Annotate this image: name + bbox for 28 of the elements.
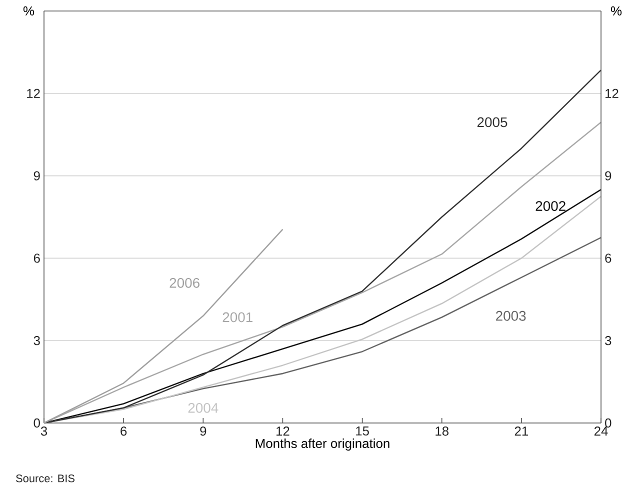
x-tick-label: 12 bbox=[276, 426, 290, 436]
y2-tick-label: 12 bbox=[606, 88, 618, 98]
y-tick-label: 12 bbox=[27, 88, 40, 98]
x-tick-label: 6 bbox=[120, 426, 127, 436]
y2-tick-label: 0 bbox=[605, 418, 612, 428]
x-tick-label: 24 bbox=[594, 426, 608, 436]
y-tick-label: 0 bbox=[34, 418, 40, 428]
y-tick-label: 9 bbox=[34, 171, 40, 180]
y2-tick-label: 9 bbox=[605, 171, 612, 180]
x-tick-label: 15 bbox=[356, 426, 369, 436]
x-tick-label: 18 bbox=[436, 426, 448, 436]
x-tick-label: 21 bbox=[514, 426, 528, 436]
y2-tick-label: 3 bbox=[605, 336, 612, 346]
y-axis-title: % bbox=[23, 6, 34, 16]
y-tick-label: 6 bbox=[34, 254, 40, 263]
x-tick-label: 9 bbox=[200, 426, 206, 436]
x-tick-label: 3 bbox=[40, 426, 48, 436]
x-axis-title: Months after origination bbox=[256, 438, 390, 451]
series-label: 2001 bbox=[222, 312, 252, 322]
source-note: Source: BIS bbox=[16, 474, 74, 482]
series-label: 2002 bbox=[536, 201, 566, 211]
y2-axis-title: % bbox=[610, 6, 622, 16]
series-label: 2003 bbox=[496, 310, 526, 321]
y2-tick-label: 6 bbox=[605, 254, 612, 263]
series-label: 2006 bbox=[170, 278, 200, 288]
y-tick-label: 3 bbox=[34, 336, 40, 346]
series-label: 2004 bbox=[188, 402, 218, 413]
series-label: 2005 bbox=[477, 117, 508, 128]
